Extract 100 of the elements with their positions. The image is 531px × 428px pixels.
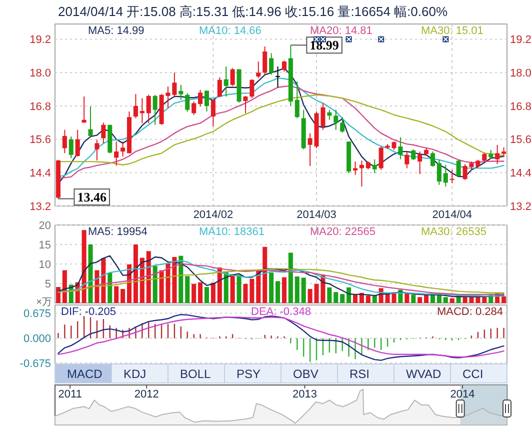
- candlestick: [378, 146, 384, 170]
- series-label: MACD: 0.284: [436, 306, 503, 318]
- candlestick: [276, 66, 280, 88]
- text: MA20: 22565: [310, 226, 376, 238]
- candlestick: [224, 66, 228, 98]
- bar: [56, 287, 60, 303]
- bar: [476, 297, 480, 303]
- chart-title: 2014/04/14 开:15.08 高:15.31 低:14.96 收:15.16 量:16654 幅:0.60%: [58, 4, 448, 19]
- x-tick-label: 2014/02: [193, 209, 234, 221]
- annotation: 13.46: [77, 190, 107, 204]
- candlestick: [210, 99, 216, 128]
- y-tick-label: 13.2: [30, 200, 51, 213]
- text: BOLL: [180, 366, 212, 381]
- candlestick: [418, 151, 422, 175]
- y2-tick-label: 16.8: [510, 100, 531, 113]
- candlestick: [262, 46, 268, 76]
- line-series: [58, 94, 504, 166]
- y-tick-label: 10: [38, 258, 51, 271]
- candlestick: [502, 146, 506, 158]
- candlestick: [308, 132, 312, 166]
- bar: [82, 230, 86, 303]
- candlestick: [256, 61, 261, 79]
- bar: [262, 246, 268, 303]
- bar: [210, 282, 216, 303]
- y-tick-label: 5: [44, 278, 51, 290]
- series-label: DEA: -0.348: [251, 306, 311, 318]
- candlestick: [404, 151, 410, 169]
- bar: [62, 270, 67, 303]
- candlestick: [204, 90, 210, 112]
- series-label: MA5: 19954: [88, 226, 148, 238]
- candlestick: [334, 109, 338, 130]
- y2-tick-label: 19.2: [510, 34, 531, 46]
- candlestick: [192, 101, 196, 116]
- y-tick-label: 16.8: [30, 100, 51, 113]
- candlestick: [411, 148, 416, 160]
- bar: [404, 292, 410, 303]
- x-tick-label: 2014/03: [296, 209, 336, 221]
- bar: [418, 297, 422, 303]
- bar: [152, 266, 158, 303]
- candlestick: [269, 52, 274, 76]
- bar: [276, 281, 280, 303]
- bar: [502, 296, 506, 303]
- bar: [352, 294, 358, 303]
- candlestick: [230, 68, 235, 86]
- candlestick: [359, 160, 364, 188]
- bar: [243, 284, 248, 303]
- text: KDJ: [124, 366, 146, 381]
- bar: [120, 288, 126, 303]
- bar: [334, 292, 338, 303]
- bar: [178, 256, 184, 303]
- text: MA30: 26535: [421, 226, 486, 238]
- candlestick: [62, 129, 67, 154]
- candlestick: [152, 94, 158, 126]
- text: MA5: 14.99: [88, 25, 144, 37]
- candlestick: [133, 94, 138, 119]
- candlestick: [88, 106, 93, 138]
- y2-tick-label: 18.0: [510, 67, 531, 80]
- candlestick: [243, 95, 248, 114]
- bar: [308, 288, 312, 303]
- y-tick-label: 20: [38, 220, 51, 232]
- candlestick: [327, 109, 332, 120]
- y-tick-label: 15: [38, 239, 51, 252]
- candlestick: [443, 164, 448, 188]
- candlestick: [68, 136, 74, 159]
- candlestick: [495, 144, 500, 165]
- text: PSY: [236, 366, 261, 381]
- candlestick: [352, 161, 358, 176]
- bar: [192, 284, 196, 303]
- bar: [294, 276, 300, 303]
- candlestick: [294, 81, 300, 119]
- bar: [327, 287, 332, 303]
- bar: [114, 286, 119, 303]
- text: RSI: [350, 366, 370, 381]
- bar: [346, 287, 352, 303]
- series-label: DIF: -0.205: [61, 306, 116, 318]
- candlestick: [75, 129, 80, 158]
- candlestick: [198, 89, 203, 108]
- candlestick: [430, 151, 436, 168]
- candlestick: [282, 60, 286, 72]
- candlestick: [456, 159, 461, 178]
- candlestick: [250, 78, 254, 99]
- candlestick: [450, 169, 454, 184]
- bar: [288, 252, 293, 303]
- x-tick-label: 2013: [292, 388, 318, 400]
- y-tick-label: 0.000: [23, 333, 51, 346]
- bar: [301, 278, 306, 303]
- bar: [424, 294, 429, 303]
- y-tick-label: 14.4: [30, 168, 51, 180]
- bar: [88, 244, 93, 303]
- y-tick-label: 15.6: [30, 134, 51, 146]
- text: MACD: [67, 366, 103, 381]
- x-tick-label: 2014: [450, 388, 475, 400]
- bar: [450, 298, 454, 303]
- candlestick: [146, 94, 151, 124]
- candlestick: [185, 92, 190, 112]
- candlestick: [372, 158, 377, 174]
- bar: [366, 296, 370, 303]
- text: MA10: 14.66: [199, 25, 262, 37]
- text: MA30: 15.01: [421, 25, 484, 37]
- text: MA10: 18361: [199, 226, 264, 238]
